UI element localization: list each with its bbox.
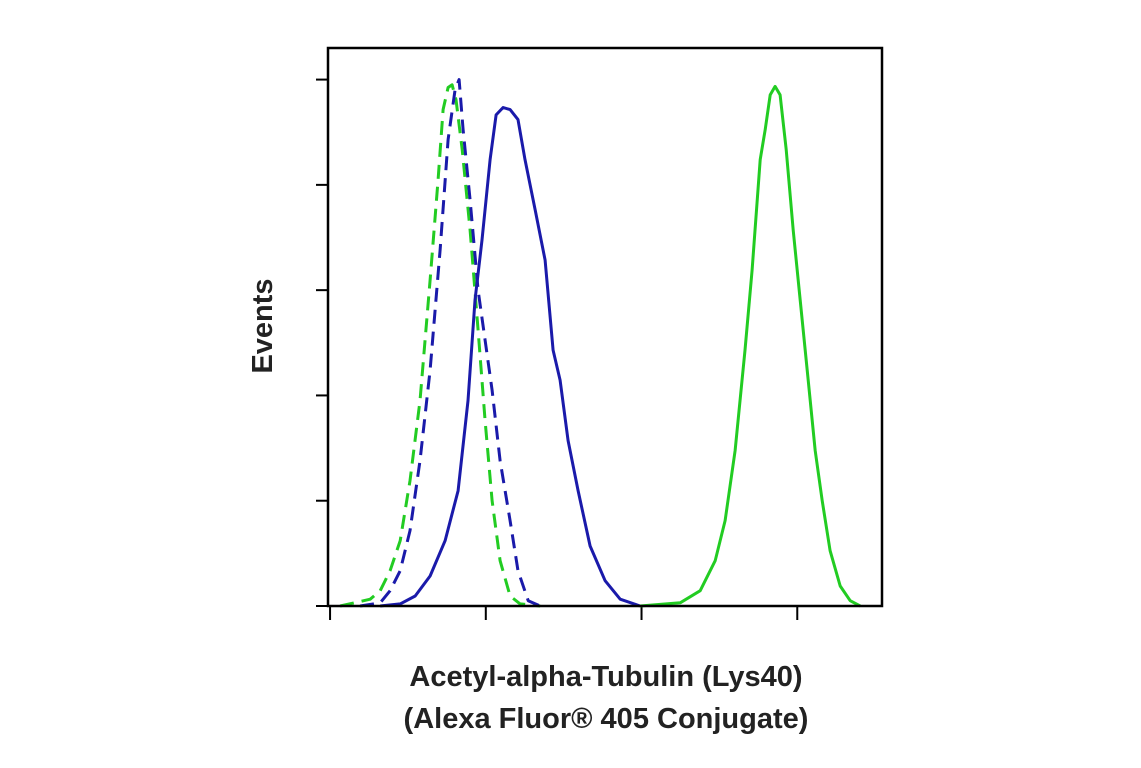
series-line bbox=[380, 106, 641, 608]
series-line bbox=[639, 84, 861, 608]
x-axis-label: Acetyl-alpha-Tubulin (Lys40) bbox=[409, 661, 802, 693]
series-line bbox=[359, 78, 541, 608]
y-axis-label: Events bbox=[247, 278, 279, 373]
x-axis-label: (Alexa Fluor® 405 Conjugate) bbox=[404, 703, 809, 735]
series-line bbox=[339, 83, 541, 608]
plot-frame bbox=[326, 46, 884, 608]
